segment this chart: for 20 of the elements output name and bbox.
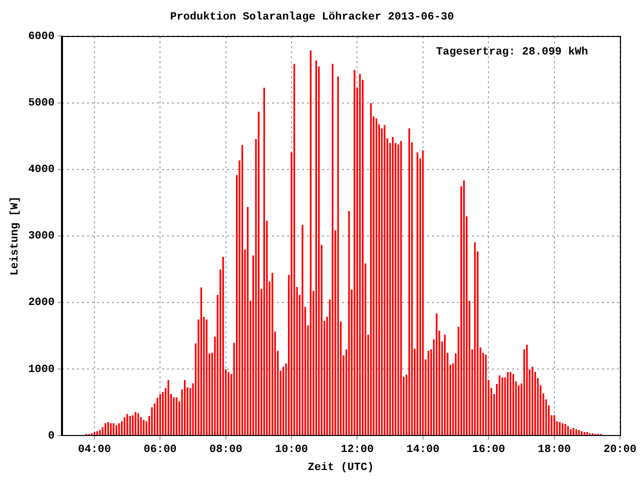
x-tick-label: 12:00 [340,444,374,456]
x-tick-label: 04:00 [78,444,111,456]
y-tick-label: 2000 [28,297,55,310]
x-tick-label: 20:00 [603,444,637,456]
x-tick-label: 16:00 [472,444,506,456]
x-tick-label: 18:00 [538,444,571,456]
x-tick-label: 14:00 [406,444,440,456]
chart-title: Produktion Solaranlage Löhracker 2013-06-30 [170,11,454,24]
y-tick-label: 1000 [28,364,55,376]
x-tick-label: 10:00 [275,444,308,456]
annotation: Tagesertrag: 28.099 kWh [436,46,588,58]
y-tick-label: 0 [48,430,55,442]
y-axis-title: Leistung [W] [9,196,22,276]
x-tick-label: 08:00 [209,444,242,456]
y-tick-label: 3000 [28,230,55,243]
y-tick-label: 4000 [28,164,55,176]
x-tick-label: 06:00 [144,444,177,456]
y-tick-label: 5000 [28,98,55,110]
x-axis-title: Zeit (UTC) [308,462,374,474]
y-tick-label: 6000 [28,30,55,43]
